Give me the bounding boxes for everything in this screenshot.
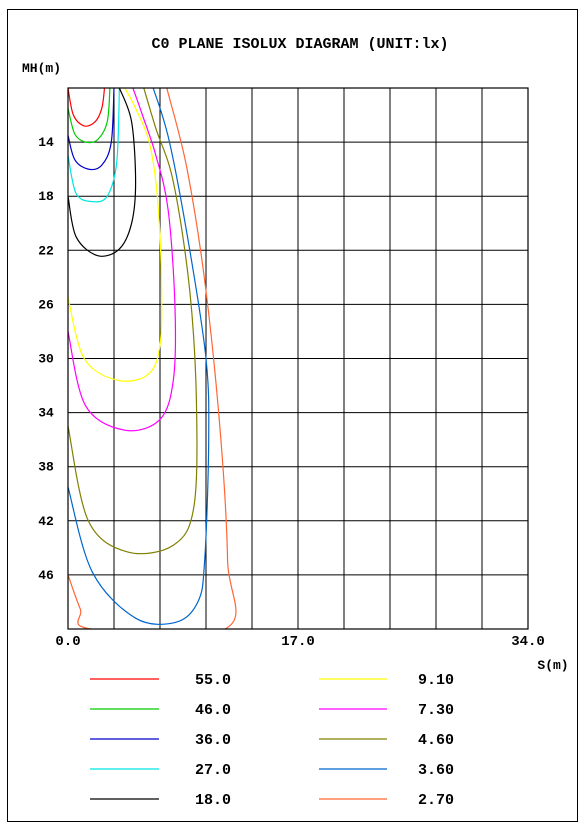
legend-label: 9.10 [418, 672, 454, 689]
legend-label: 3.60 [418, 762, 454, 779]
isolux-curve-9.10 [68, 88, 163, 382]
y-tick-label: 14 [38, 135, 54, 150]
legend: 55.0 46.0 36.0 27.0 18.0 9.10 7.30 4.60 3.60 2.70 [90, 672, 454, 809]
isolux-curve-4.60 [68, 88, 198, 555]
isolux-curve-36.0 [68, 88, 115, 171]
y-tick-label: 42 [38, 514, 54, 529]
isolux-curve-18.0 [68, 88, 137, 257]
plot-border [67, 87, 529, 630]
legend-label: 27.0 [195, 762, 231, 779]
chart-title: C0 PLANE ISOLUX DIAGRAM (UNIT:lx) [151, 36, 448, 53]
chart-frame [7, 9, 578, 822]
legend-entry: 46.0 [90, 702, 231, 719]
y-tick-label: 26 [38, 297, 54, 312]
y-axis-label: MH(m) [22, 61, 61, 76]
y-tick-label: 34 [38, 406, 54, 421]
isolux-curve-2.70 [68, 88, 237, 629]
isolux-curve-7.30 [68, 88, 177, 432]
grid [68, 88, 528, 629]
y-tick-label: 38 [38, 460, 54, 475]
legend-label: 2.70 [418, 792, 454, 809]
isolux-curve-46.0 [68, 88, 111, 144]
legend-entry: 4.60 [319, 732, 454, 749]
legend-entry: 2.70 [319, 792, 454, 809]
x-tick-labels: 0.0 17.0 34.0 [55, 634, 544, 650]
y-tick-label: 30 [38, 352, 54, 367]
legend-label: 46.0 [195, 702, 231, 719]
legend-label: 55.0 [195, 672, 231, 689]
legend-entry: 3.60 [319, 762, 454, 779]
x-tick-label: 0.0 [55, 634, 80, 650]
legend-label: 18.0 [195, 792, 231, 809]
legend-label: 7.30 [418, 702, 454, 719]
legend-entry: 18.0 [90, 792, 231, 809]
y-tick-labels: 14 18 22 26 30 34 38 42 46 [38, 135, 54, 583]
legend-entry: 27.0 [90, 762, 231, 779]
y-tick-label: 46 [38, 568, 54, 583]
x-tick-label: 17.0 [281, 634, 315, 650]
x-tick-label: 34.0 [511, 634, 545, 650]
legend-label: 36.0 [195, 732, 231, 749]
legend-entry: 55.0 [90, 672, 231, 689]
isolux-curve-55.0 [68, 88, 106, 127]
x-axis-label: S(m) [537, 658, 568, 673]
isolux-curves [68, 88, 237, 629]
isolux-curve-3.60 [68, 88, 210, 625]
isolux-curve-27.0 [68, 88, 120, 203]
y-tick-label: 22 [38, 243, 54, 258]
legend-entry: 36.0 [90, 732, 231, 749]
legend-entry: 7.30 [319, 702, 454, 719]
y-tick-label: 18 [38, 189, 54, 204]
legend-label: 4.60 [418, 732, 454, 749]
legend-entry: 9.10 [319, 672, 454, 689]
